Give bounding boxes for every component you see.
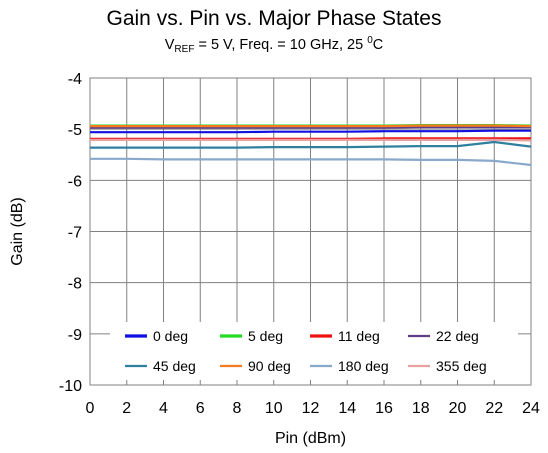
legend-label: 180 deg <box>338 358 389 374</box>
series-line <box>90 129 531 134</box>
y-tick-label: -6 <box>68 173 82 190</box>
y-tick-label: -7 <box>68 225 82 242</box>
legend: 0 deg 5 deg 11 deg 22 deg 45 deg 90 deg 180 de… <box>110 322 518 380</box>
x-tick-label: 0 <box>86 400 95 417</box>
x-tick-label: 24 <box>522 400 540 417</box>
legend-label: 0 deg <box>153 328 188 344</box>
plot-area <box>89 77 532 386</box>
chart-subtitle: VREF = 5 V, Freq. = 10 GHz, 25 0C <box>0 35 548 55</box>
series-line <box>90 138 532 142</box>
y-tick-label: -10 <box>59 378 82 395</box>
subtitle-conditions: = 5 V, Freq. = 10 GHz, 25 <box>194 37 368 53</box>
y-axis-label: Gain (dB) <box>9 197 26 265</box>
x-tick-label: 10 <box>265 400 283 417</box>
x-tick-label: 20 <box>449 400 467 417</box>
x-tick-label: 18 <box>412 400 430 417</box>
legend-label: 355 deg <box>436 358 487 374</box>
x-tick-label: 2 <box>122 400 131 417</box>
x-tick-label: 4 <box>159 400 168 417</box>
series-line <box>90 125 531 129</box>
subtitle-ref-subscript: REF <box>174 44 195 55</box>
subtitle-v: V <box>164 37 175 53</box>
series-line <box>90 124 532 128</box>
x-tick-label: 12 <box>302 400 320 417</box>
x-tick-label: 16 <box>375 400 393 417</box>
x-tick-label: 14 <box>338 400 356 417</box>
x-axis-label: Pin (dBm) <box>275 430 346 447</box>
legend-label: 90 deg <box>248 358 291 374</box>
legend-label: 22 deg <box>436 328 479 344</box>
legend-label: 11 deg <box>338 328 380 344</box>
x-tick-label: 6 <box>196 400 205 417</box>
x-tick-label: 8 <box>233 400 242 417</box>
subtitle-unit: C <box>372 37 384 53</box>
chart-title: Gain vs. Pin vs. Major Phase States <box>106 7 442 30</box>
y-tick-labels: -4 -5 -6 -7 -8 -9 -10 <box>59 71 82 395</box>
y-tick-label: -5 <box>68 122 82 139</box>
series-line <box>90 140 532 149</box>
legend-label: 45 deg <box>153 358 196 374</box>
legend-background <box>110 322 518 380</box>
series-lines <box>90 123 532 167</box>
series-line <box>90 157 532 167</box>
y-tick-label: -4 <box>68 71 82 88</box>
x-tick-labels: 0 2 4 6 8 10 12 14 16 18 20 22 24 <box>86 400 540 417</box>
legend-label: 5 deg <box>248 328 283 344</box>
subtitle-degree-superscript: 0 <box>367 35 373 46</box>
x-tick-label: 22 <box>485 400 503 417</box>
y-tick-label: -8 <box>68 276 82 293</box>
y-tick-label: -9 <box>68 327 82 344</box>
